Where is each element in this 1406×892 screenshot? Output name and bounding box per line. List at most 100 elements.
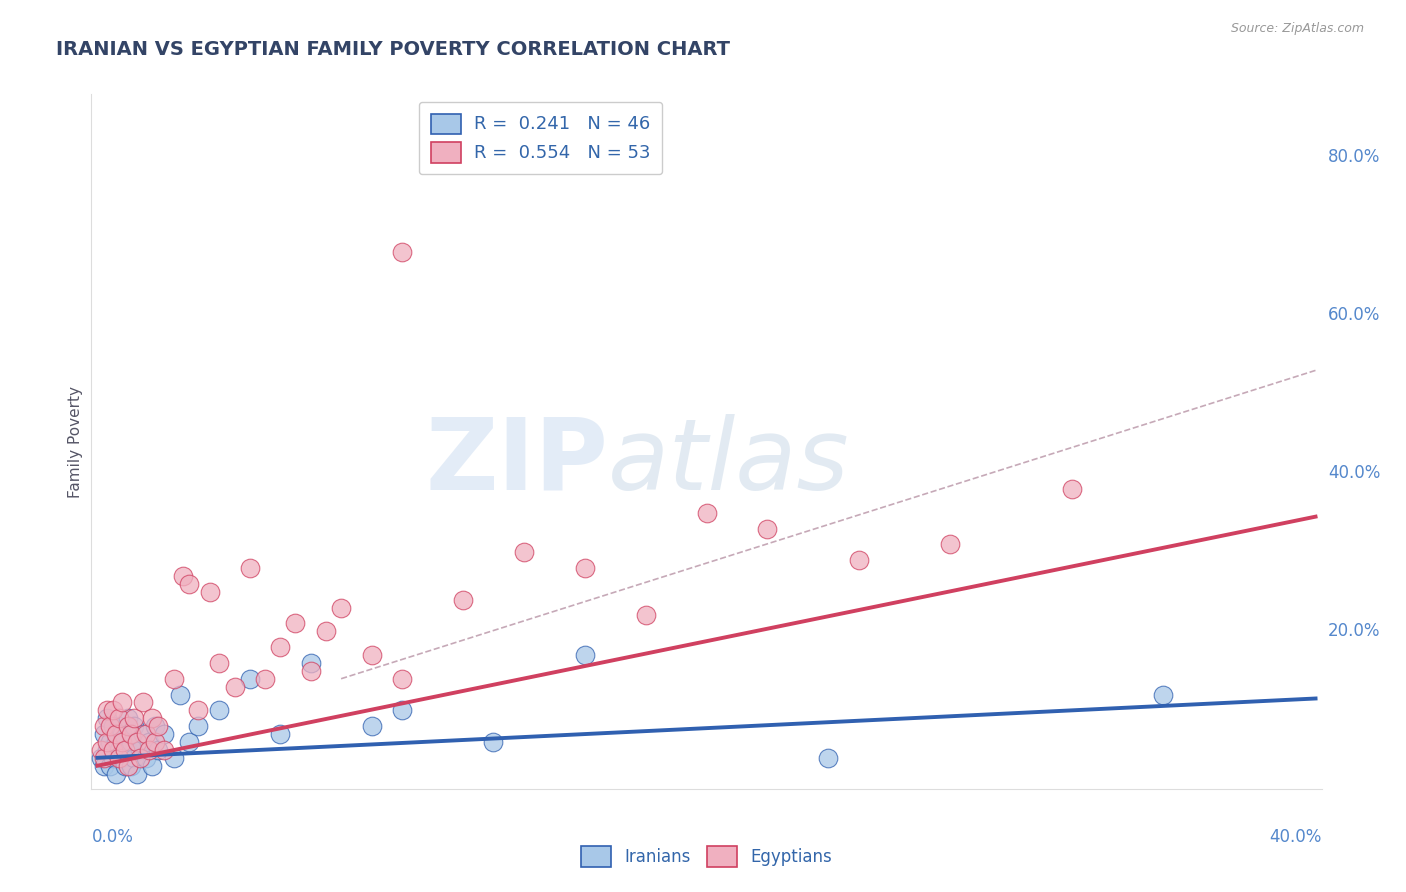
Text: 20.0%: 20.0%: [1327, 623, 1381, 640]
Point: [104, 766, 127, 780]
Point: [125, 735, 148, 749]
Point: [451, 592, 474, 607]
Text: 60.0%: 60.0%: [1327, 306, 1381, 324]
Point: [143, 719, 166, 733]
Point: [162, 751, 184, 765]
Point: [148, 743, 170, 757]
Point: [153, 743, 176, 757]
Point: [107, 751, 129, 765]
Point: [129, 751, 152, 765]
Point: [120, 727, 142, 741]
Point: [148, 719, 170, 733]
Point: [817, 751, 839, 765]
Point: [574, 648, 596, 662]
Point: [120, 735, 142, 749]
Point: [135, 751, 157, 765]
Point: [107, 719, 129, 733]
Point: [177, 735, 200, 749]
Point: [391, 703, 413, 717]
Text: 80.0%: 80.0%: [1327, 148, 1381, 166]
Point: [132, 696, 155, 710]
Point: [208, 656, 231, 670]
Point: [104, 735, 127, 749]
Point: [172, 569, 194, 583]
Point: [177, 577, 200, 591]
Text: 40.0%: 40.0%: [1270, 828, 1322, 846]
Point: [269, 727, 291, 741]
Point: [574, 561, 596, 575]
Point: [239, 672, 262, 686]
Point: [120, 758, 142, 772]
Point: [482, 735, 505, 749]
Point: [187, 703, 209, 717]
Point: [125, 766, 148, 780]
Point: [253, 672, 276, 686]
Point: [162, 672, 184, 686]
Point: [111, 727, 134, 741]
Point: [695, 506, 717, 520]
Point: [98, 735, 121, 749]
Point: [360, 648, 382, 662]
Point: [391, 672, 413, 686]
Text: ZIP: ZIP: [425, 414, 607, 511]
Point: [299, 664, 322, 678]
Point: [848, 553, 870, 567]
Point: [153, 727, 176, 741]
Point: [104, 727, 127, 741]
Point: [360, 719, 382, 733]
Point: [96, 711, 118, 725]
Point: [98, 719, 121, 733]
Point: [89, 743, 111, 757]
Text: Source: ZipAtlas.com: Source: ZipAtlas.com: [1230, 22, 1364, 36]
Point: [114, 758, 136, 772]
Text: IRANIAN VS EGYPTIAN FAMILY POVERTY CORRELATION CHART: IRANIAN VS EGYPTIAN FAMILY POVERTY CORRE…: [56, 40, 730, 59]
Point: [98, 758, 121, 772]
Point: [89, 751, 111, 765]
Y-axis label: Family Poverty: Family Poverty: [67, 385, 83, 498]
Point: [96, 743, 118, 757]
Point: [132, 727, 155, 741]
Point: [93, 758, 115, 772]
Text: atlas: atlas: [607, 414, 849, 511]
Point: [224, 680, 246, 694]
Point: [117, 719, 139, 733]
Point: [1060, 482, 1083, 496]
Point: [125, 735, 148, 749]
Point: [756, 521, 779, 535]
Point: [391, 244, 413, 259]
Point: [284, 616, 307, 631]
Point: [634, 608, 657, 623]
Point: [939, 537, 962, 551]
Point: [299, 656, 322, 670]
Point: [93, 727, 115, 741]
Point: [135, 727, 157, 741]
Point: [96, 703, 118, 717]
Point: [198, 584, 221, 599]
Point: [101, 751, 124, 765]
Point: [122, 719, 145, 733]
Point: [111, 751, 134, 765]
Point: [107, 743, 129, 757]
Point: [129, 743, 152, 757]
Legend: R =  0.241   N = 46, R =  0.554   N = 53: R = 0.241 N = 46, R = 0.554 N = 53: [419, 102, 662, 174]
Point: [107, 711, 129, 725]
Point: [117, 711, 139, 725]
Point: [93, 751, 115, 765]
Point: [169, 688, 191, 702]
Point: [111, 696, 134, 710]
Point: [122, 751, 145, 765]
Point: [269, 640, 291, 654]
Point: [1152, 688, 1174, 702]
Text: 0.0%: 0.0%: [91, 828, 134, 846]
Point: [208, 703, 231, 717]
Point: [101, 743, 124, 757]
Point: [122, 711, 145, 725]
Point: [101, 719, 124, 733]
Point: [141, 758, 163, 772]
Point: [111, 735, 134, 749]
Point: [315, 624, 337, 639]
Point: [141, 711, 163, 725]
Point: [117, 758, 139, 772]
Text: 40.0%: 40.0%: [1327, 464, 1381, 483]
Point: [187, 719, 209, 733]
